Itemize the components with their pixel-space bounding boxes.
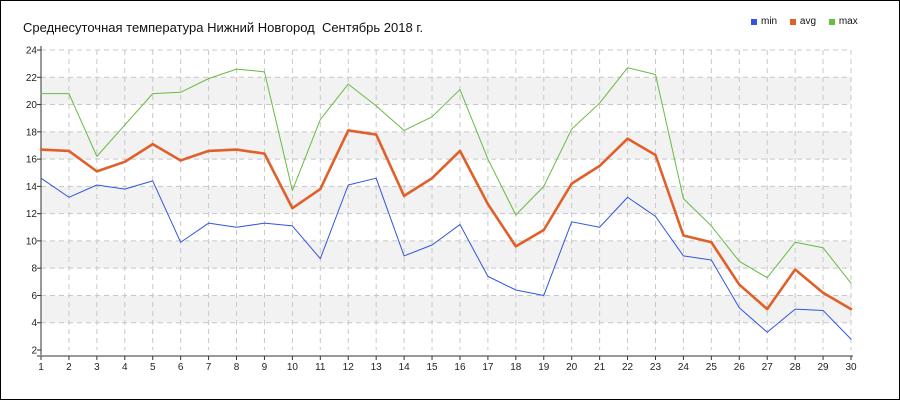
x-tick-label: 8 bbox=[234, 362, 240, 373]
x-tick-label: 9 bbox=[262, 362, 268, 373]
x-tick-label: 13 bbox=[371, 362, 383, 373]
legend: min avg max bbox=[751, 16, 868, 27]
x-tick-label: 29 bbox=[818, 362, 830, 373]
y-tick-label: 14 bbox=[26, 182, 38, 193]
x-tick-label: 14 bbox=[399, 362, 411, 373]
plot-band bbox=[41, 240, 851, 269]
x-tick-label: 15 bbox=[426, 362, 438, 373]
legend-item-min: min bbox=[751, 16, 777, 27]
x-tick-label: 20 bbox=[566, 362, 578, 373]
y-tick-label: 20 bbox=[26, 100, 38, 111]
x-tick-label: 2 bbox=[66, 362, 72, 373]
x-tick-label: 3 bbox=[94, 362, 100, 373]
x-tick-label: 16 bbox=[454, 362, 466, 373]
x-tick-label: 11 bbox=[315, 362, 326, 373]
x-tick-label: 5 bbox=[150, 362, 156, 373]
x-tick-label: 22 bbox=[622, 362, 634, 373]
x-tick-label: 1 bbox=[38, 362, 44, 373]
x-tick-label: 30 bbox=[845, 362, 857, 373]
x-tick-label: 4 bbox=[122, 362, 128, 373]
axes bbox=[37, 46, 853, 360]
x-tick-label: 23 bbox=[650, 362, 662, 373]
y-tick-label: 22 bbox=[26, 73, 38, 84]
x-tick-label: 27 bbox=[762, 362, 774, 373]
legend-label-max: max bbox=[838, 16, 858, 27]
y-tick-label: 8 bbox=[31, 264, 37, 275]
series-lines bbox=[39, 67, 853, 340]
x-tick-label: 25 bbox=[706, 362, 718, 373]
x-tick-label: 28 bbox=[790, 362, 802, 373]
y-tick-label: 2 bbox=[31, 346, 37, 357]
plot-band bbox=[41, 77, 851, 105]
y-tick-label: 12 bbox=[26, 209, 38, 220]
legend-item-avg: avg bbox=[789, 16, 817, 27]
grid-lines bbox=[41, 49, 852, 350]
x-tick-label: 17 bbox=[482, 362, 494, 373]
x-tick-label: 21 bbox=[594, 362, 606, 373]
x-tick-label: 12 bbox=[343, 362, 355, 373]
y-tick-label: 16 bbox=[26, 155, 38, 166]
x-tick-label: 6 bbox=[178, 362, 184, 373]
series-line-avg bbox=[39, 129, 853, 311]
x-tick-label: 24 bbox=[678, 362, 690, 373]
y-tick-label: 18 bbox=[26, 127, 38, 138]
x-tick-label: 26 bbox=[734, 362, 746, 373]
x-tick-label: 10 bbox=[287, 362, 299, 373]
x-tick-label: 18 bbox=[510, 362, 522, 373]
plot-bands bbox=[41, 77, 851, 323]
y-tick-label: 24 bbox=[26, 46, 38, 57]
plot-band bbox=[41, 295, 851, 323]
series-line-min bbox=[40, 177, 852, 340]
legend-item-max: max bbox=[828, 16, 858, 27]
legend-label-min: min bbox=[761, 16, 778, 27]
series-line-max bbox=[40, 67, 852, 284]
legend-label-avg: avg bbox=[799, 16, 817, 27]
legend-swatch-min bbox=[751, 18, 757, 25]
x-tick-label: 7 bbox=[206, 362, 212, 373]
y-tick-label: 10 bbox=[26, 236, 38, 247]
plot-band bbox=[41, 131, 851, 160]
y-tick-label: 4 bbox=[31, 318, 37, 329]
chart-title: Среднесуточная температура Нижний Новгор… bbox=[23, 20, 424, 35]
plot-band bbox=[41, 186, 851, 214]
y-tick-label: 6 bbox=[31, 291, 37, 302]
x-tick-label: 19 bbox=[538, 362, 550, 373]
legend-swatch-avg bbox=[789, 18, 796, 25]
legend-swatch-max bbox=[828, 18, 835, 25]
